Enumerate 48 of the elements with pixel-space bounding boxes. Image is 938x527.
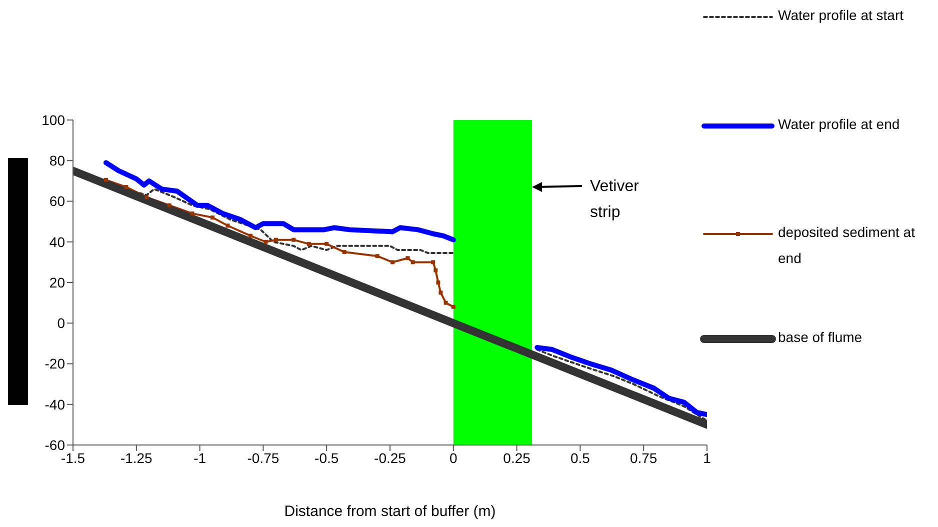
point — [434, 268, 438, 272]
y-tick-label: 60 — [49, 193, 66, 210]
point — [226, 224, 230, 228]
x-tick-label: -1 — [194, 450, 206, 466]
point — [375, 254, 380, 258]
point — [264, 240, 268, 244]
x-tick-label: -1.25 — [120, 450, 153, 466]
x-tick-label: 0.5 — [570, 450, 590, 466]
legend-label: base of flume — [778, 328, 862, 347]
point — [104, 178, 108, 182]
y-tick-label: 20 — [49, 274, 66, 290]
point — [292, 238, 296, 242]
point — [324, 242, 329, 246]
x-axis-title: Distance from start of buffer (m) — [283, 503, 497, 520]
point — [144, 195, 149, 200]
legend-label: deposited sediment at end — [778, 223, 916, 268]
annotation: Vetiver strip — [590, 178, 640, 222]
point — [210, 216, 214, 220]
y-tick-label: -20 — [44, 356, 66, 372]
point — [190, 211, 194, 216]
y-tick-label: 40 — [49, 234, 66, 250]
x-tick-label: 0 — [450, 450, 458, 466]
point — [274, 238, 278, 242]
point — [410, 260, 415, 264]
point — [124, 185, 128, 190]
y-tick-label: 100 — [42, 112, 66, 128]
point — [390, 260, 395, 264]
x-tick-label: -0.5 — [314, 450, 339, 466]
legend-label: Water profile at start — [778, 6, 904, 25]
y-tick-label: 0 — [57, 315, 66, 332]
x-tick-label: -0.75 — [247, 450, 280, 466]
point — [342, 250, 346, 254]
point — [167, 203, 172, 208]
point — [438, 290, 443, 295]
point — [248, 234, 253, 238]
x-tick-label: -0.25 — [374, 450, 406, 466]
y-tick-label: -40 — [44, 396, 66, 412]
point — [306, 242, 311, 246]
point — [451, 304, 456, 309]
y-tick-label: 80 — [49, 152, 66, 169]
x-tick-label: 0.75 — [630, 450, 658, 466]
x-tick-label: 1 — [703, 450, 712, 466]
legend-label: Water profile at end — [778, 115, 900, 134]
point — [431, 260, 436, 264]
point — [406, 256, 410, 260]
point — [444, 300, 448, 305]
x-tick-label: 0.25 — [503, 450, 531, 466]
point — [436, 280, 440, 284]
